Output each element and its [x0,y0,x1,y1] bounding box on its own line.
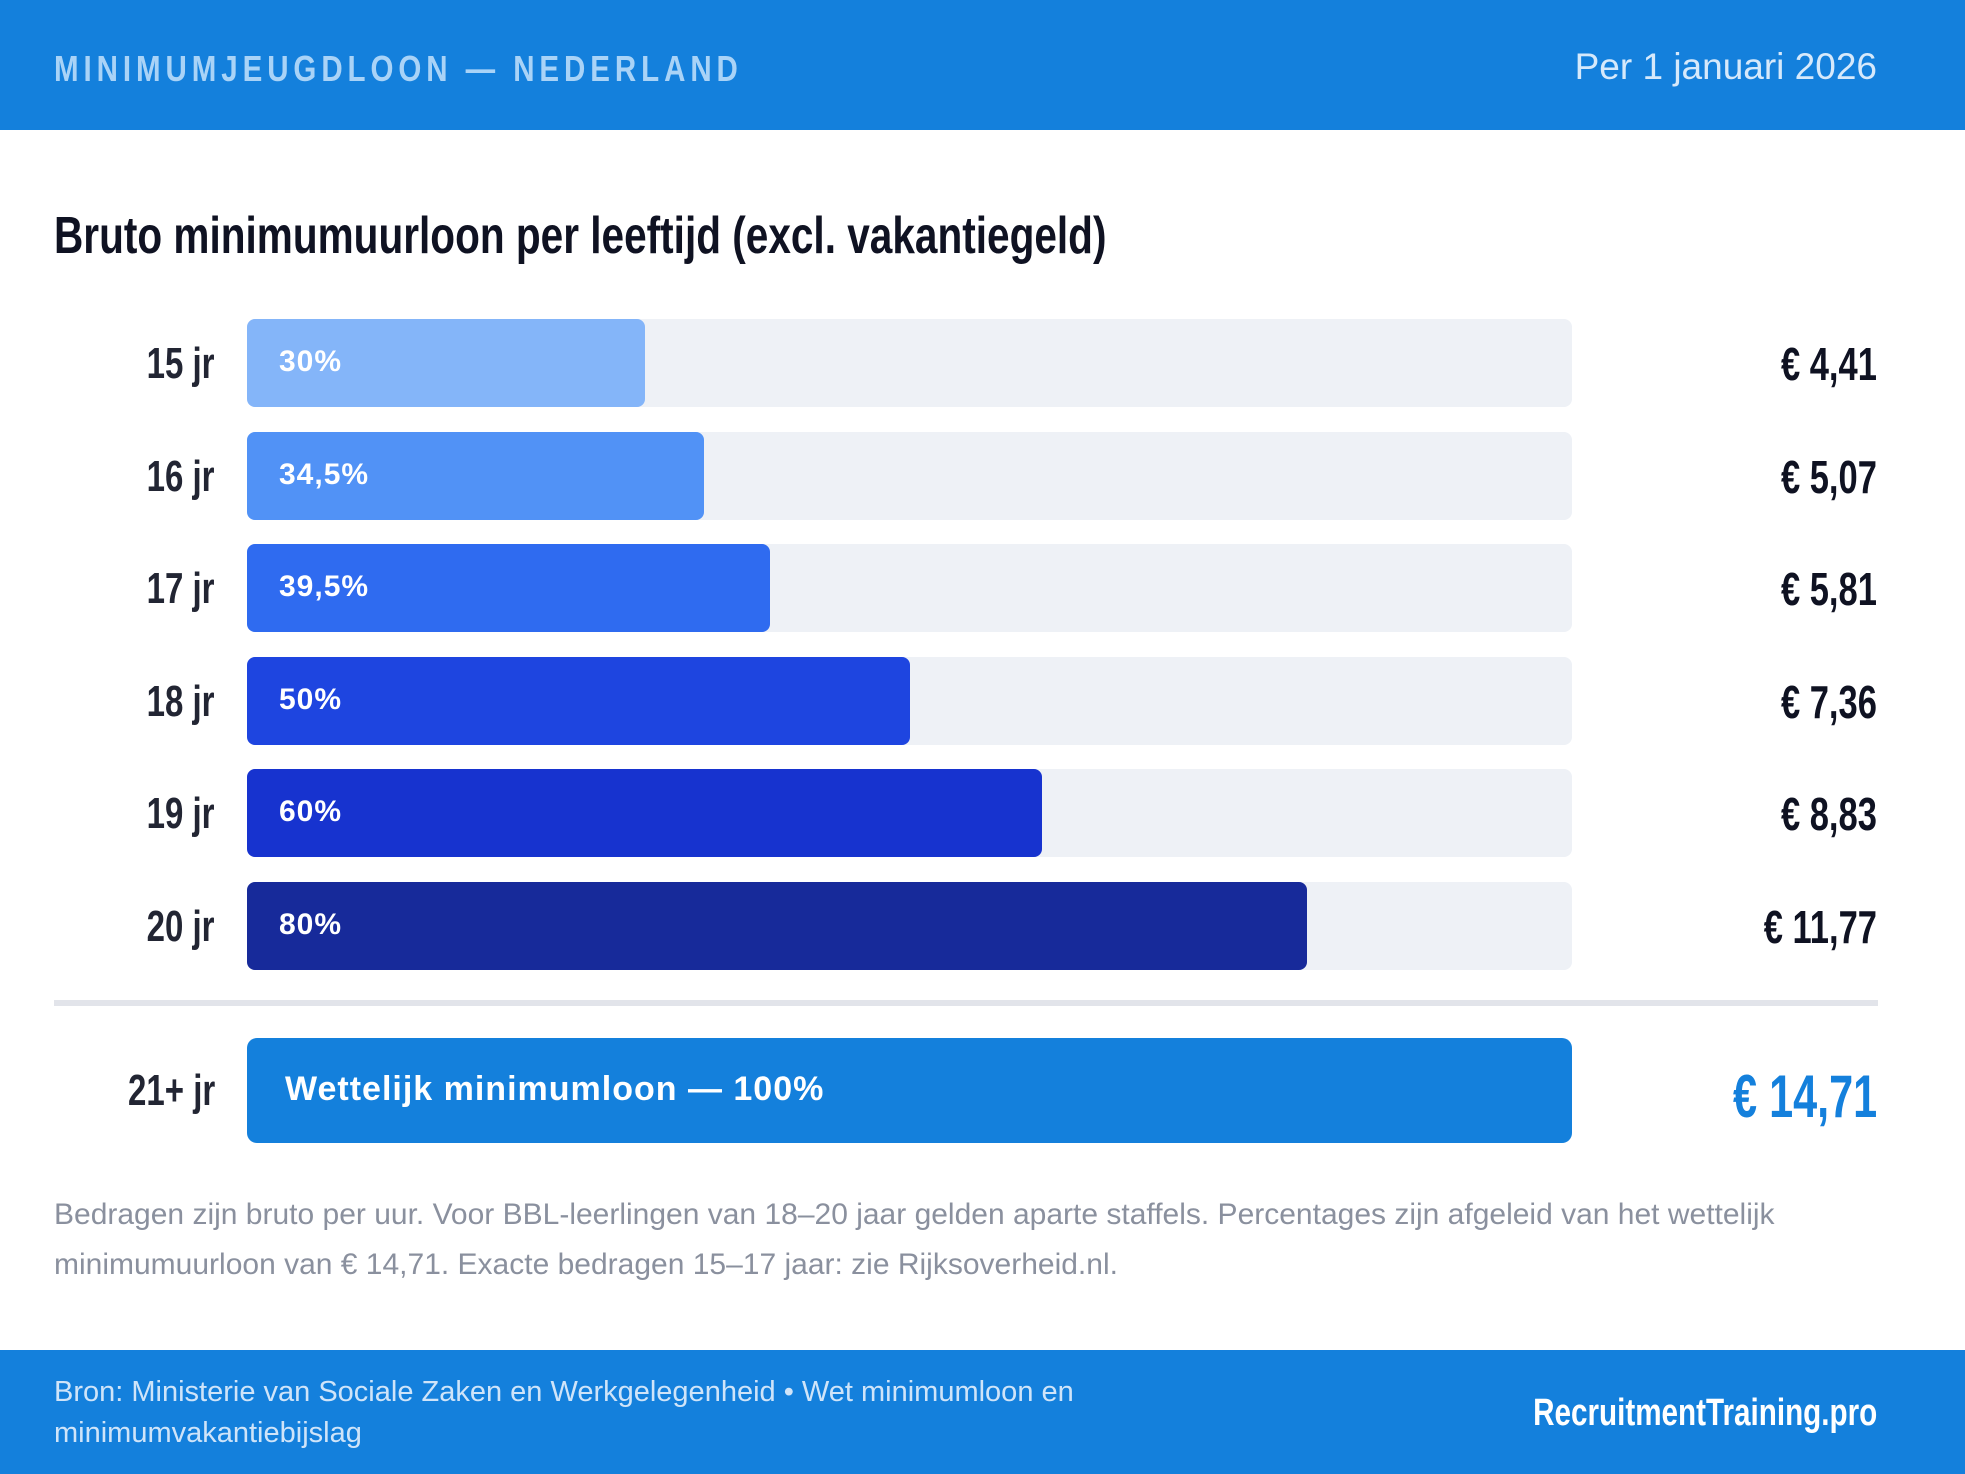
bar-percent-label: 60% [279,795,343,829]
amount-label: € 5,07 [1781,450,1877,503]
footer: Bron: Ministerie van Sociale Zaken en We… [0,1350,1965,1474]
reference-amount: € 14,71 [1732,1063,1877,1130]
bar-row: 20 jr 80% € 11,77 [0,882,1965,970]
reference-row: 21+ jr [0,1038,1965,1143]
bar-track: 39,5% [247,544,1572,633]
bar-row: 18 jr 50% € 7,36 [0,656,1965,745]
bar-percent-label: 39,5% [279,570,370,604]
bar-track: 80% [247,882,1572,970]
header-title: MINIMUMJEUGDLOON — NEDERLAND [54,48,743,89]
amount-label: € 4,41 [1781,338,1877,390]
bar: 34,5% [247,431,705,520]
age-label: 20 jr [147,902,215,951]
source-text: Bron: Ministerie van Sociale Zaken en We… [54,1376,1074,1449]
age-label: 17 jr [147,564,215,614]
amount-label: € 11,77 [1763,901,1877,953]
reference-bar: Wettelijk minimumloon — 100% [247,1038,1572,1143]
amount-label: € 8,83 [1781,788,1877,841]
bar-row: 19 jr 60% € 8,83 [0,769,1965,858]
reference-bar-label: Wettelijk minimumloon — 100% [285,1070,825,1108]
bar-percent-label: 80% [279,908,343,941]
bar: 50% [247,656,910,745]
bar-track: 34,5% [247,431,1572,520]
bar: 39,5% [247,544,771,633]
header: MINIMUMJEUGDLOON — NEDERLAND Per 1 janua… [0,0,1965,130]
bar-row: 16 jr 34,5% € 5,07 [0,431,1965,520]
bar-track: 30% [247,319,1572,407]
age-label: 19 jr [147,789,215,839]
bar-track: 60% [247,769,1572,858]
brand-logo: RecruitmentTraining.pro [1532,1392,1877,1434]
bar: 80% [247,882,1307,970]
amount-label: € 5,81 [1781,563,1877,616]
age-label: 15 jr [147,339,215,388]
bar-row: 17 jr 39,5% € 5,81 [0,544,1965,633]
age-label: 18 jr [147,676,215,726]
bar-percent-label: 30% [279,345,343,378]
reference-age-label: 21+ jr [127,1066,215,1115]
chart-title: Bruto minimumuurloon per leeftijd (excl.… [54,207,1107,265]
bar: 30% [247,319,645,407]
age-label: 16 jr [147,451,215,501]
bar: 60% [247,769,1042,858]
amount-label: € 7,36 [1781,675,1877,728]
bar-percent-label: 50% [279,682,343,716]
bar-row: 15 jr 30% € 4,41 [0,319,1965,407]
divider [54,1000,1878,1006]
header-date: Per 1 januari 2026 [1574,46,1877,87]
bar-percent-label: 34,5% [279,457,370,491]
footnote: Bedragen zijn bruto per uur. Voor BBL-le… [54,1198,1775,1281]
bar-track: 50% [247,656,1572,745]
